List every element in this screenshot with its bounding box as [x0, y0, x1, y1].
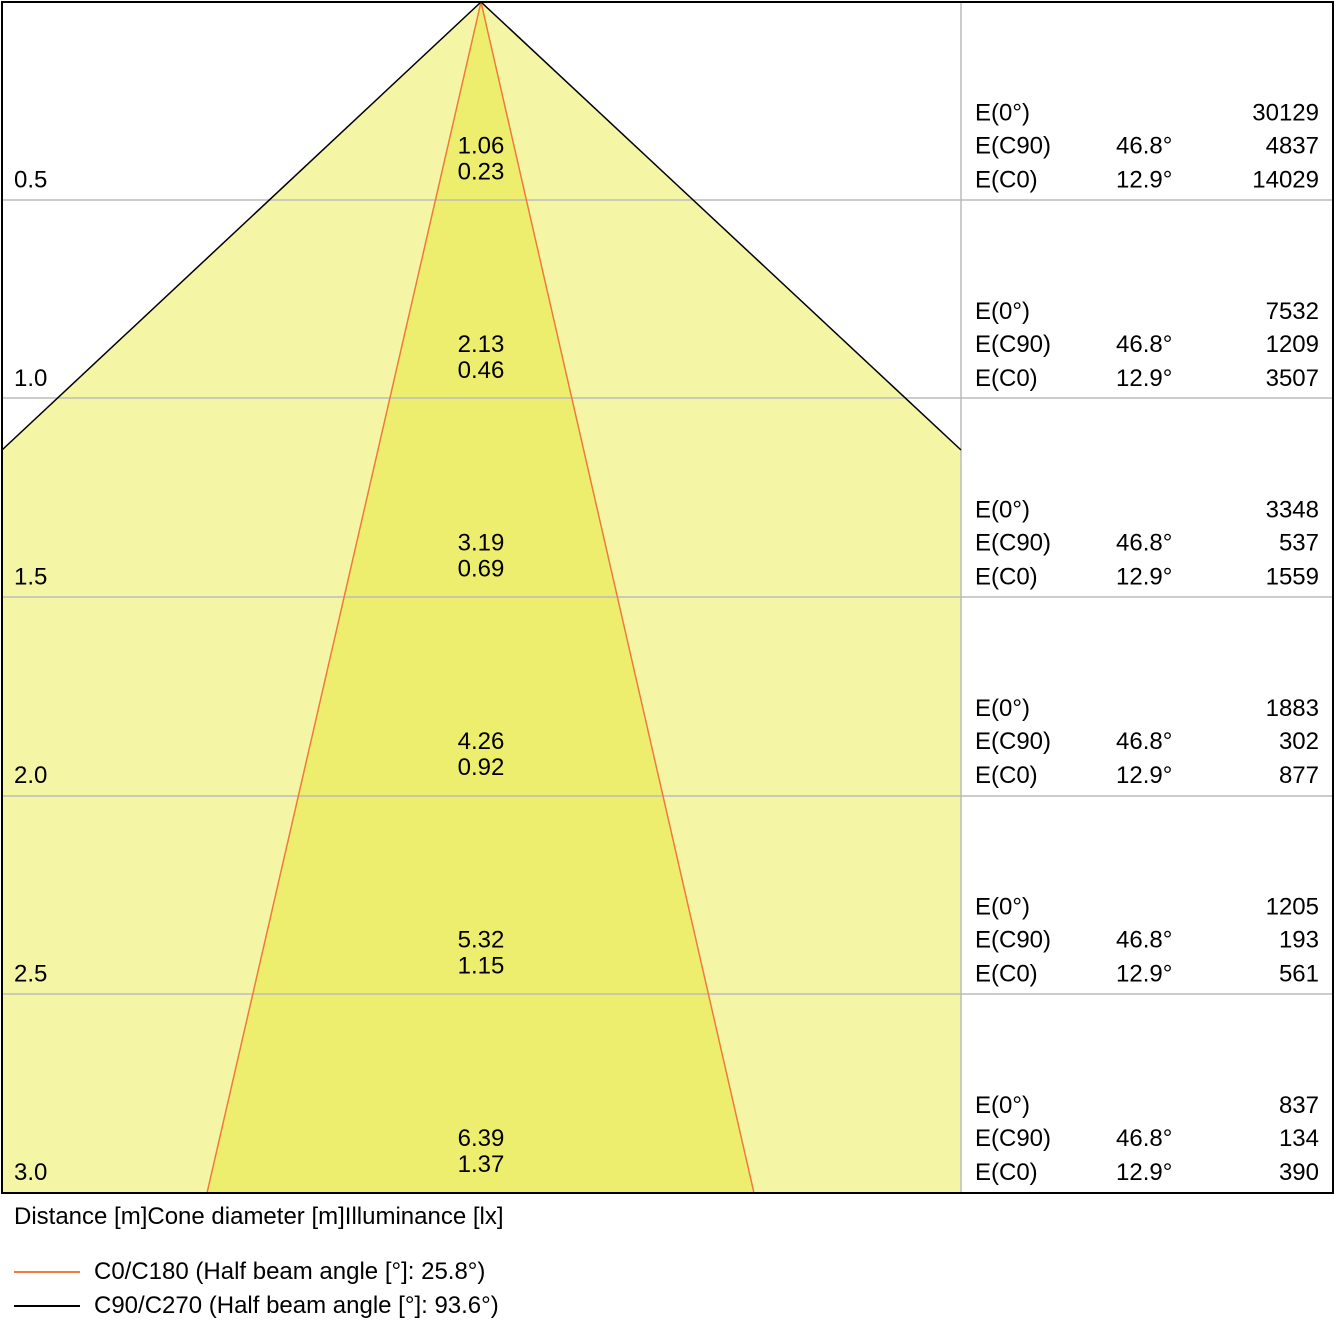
e-c0-illuminance-value: 1559 [1266, 564, 1319, 591]
e-c90-label: E(C90) [975, 133, 1051, 160]
e0-illuminance-value: 1205 [1266, 894, 1319, 921]
e0-illuminance-value: 837 [1279, 1092, 1319, 1119]
e0-illuminance-value: 3348 [1266, 497, 1319, 524]
distance-label: 0.5 [14, 167, 47, 194]
c90-angle: 46.8° [1116, 530, 1172, 557]
c90-cone-diameter: 4.26 [458, 728, 505, 755]
c90-angle: 46.8° [1116, 927, 1172, 954]
c0-cone-diameter: 1.37 [458, 1151, 505, 1178]
legend-c90-label: C90/C270 (Half beam angle [°]: 93.6°) [94, 1292, 499, 1319]
c0-angle: 12.9° [1116, 564, 1172, 591]
legend-c90-line [14, 1305, 80, 1307]
e-c90-illuminance-value: 134 [1279, 1125, 1319, 1152]
c0-angle: 12.9° [1116, 1159, 1172, 1186]
e0-illuminance-value: 30129 [1252, 100, 1319, 127]
c90-cone-diameter: 6.39 [458, 1125, 505, 1152]
legend-c0-line [14, 1271, 80, 1273]
c90-right-edge-line [480, 1, 962, 451]
legend-c90: C90/C270 (Half beam angle [°]: 93.6°) [14, 1291, 499, 1321]
e-c90-label: E(C90) [975, 728, 1051, 755]
e0-label: E(0°) [975, 695, 1030, 722]
c0-cone-diameter: 0.46 [458, 357, 505, 384]
c0-angle: 12.9° [1116, 365, 1172, 392]
legend-c0-label: C0/C180 (Half beam angle [°]: 25.8°) [94, 1258, 486, 1285]
distance-label: 1.0 [14, 365, 47, 392]
c90-left-edge-line [1, 1, 482, 451]
e-c0-label: E(C0) [975, 1159, 1038, 1186]
c0-left-edge-line [206, 1, 482, 1194]
c0-right-edge-line [480, 1, 755, 1194]
e-c90-label: E(C90) [975, 927, 1051, 954]
c90-cone-diameter: 1.06 [458, 133, 505, 160]
e-c90-label: E(C90) [975, 1125, 1051, 1152]
c90-angle: 46.8° [1116, 133, 1172, 160]
c0-cone-diameter: 0.23 [458, 159, 505, 186]
e0-illuminance-value: 1883 [1266, 695, 1319, 722]
e-c90-label: E(C90) [975, 530, 1051, 557]
e0-label: E(0°) [975, 894, 1030, 921]
e0-illuminance-value: 7532 [1266, 298, 1319, 325]
e-c90-illuminance-value: 1209 [1266, 331, 1319, 358]
e0-label: E(0°) [975, 1092, 1030, 1119]
e-c0-label: E(C0) [975, 564, 1038, 591]
distance-label: 2.5 [14, 961, 47, 988]
e-c0-illuminance-value: 561 [1279, 961, 1319, 988]
distance-label: 1.5 [14, 564, 47, 591]
c0-angle: 12.9° [1116, 167, 1172, 194]
c90-cone-diameter: 3.19 [458, 530, 505, 557]
c0-angle: 12.9° [1116, 961, 1172, 988]
e-c0-illuminance-value: 14029 [1252, 167, 1319, 194]
c0-cone-diameter: 1.15 [458, 953, 505, 980]
e0-label: E(0°) [975, 100, 1030, 127]
e-c0-label: E(C0) [975, 961, 1038, 988]
c90-angle: 46.8° [1116, 331, 1172, 358]
axis-description: Distance [m]Cone diameter [m]Illuminance… [14, 1203, 504, 1230]
distance-label: 3.0 [14, 1159, 47, 1186]
e-c0-label: E(C0) [975, 762, 1038, 789]
distance-grid-lines [2, 2, 1333, 1193]
c0-cone-diameter: 0.92 [458, 754, 505, 781]
e-c90-illuminance-value: 537 [1279, 530, 1319, 557]
c90-angle: 46.8° [1116, 728, 1172, 755]
e-c0-illuminance-value: 390 [1279, 1159, 1319, 1186]
beam-cone-diagram: 0.5 1.060.23 E(0°) E(C90) E(C0) 46.8° 12.9° 301… [1, 1, 1334, 1194]
e-c0-illuminance-value: 877 [1279, 762, 1319, 789]
e0-label: E(0°) [975, 497, 1030, 524]
e-c90-label: E(C90) [975, 331, 1051, 358]
e-c90-illuminance-value: 302 [1279, 728, 1319, 755]
e-c0-illuminance-value: 3507 [1266, 365, 1319, 392]
c0-cone-diameter: 0.69 [458, 556, 505, 583]
c90-angle: 46.8° [1116, 1125, 1172, 1152]
e0-label: E(0°) [975, 298, 1030, 325]
e-c90-illuminance-value: 4837 [1266, 133, 1319, 160]
c90-cone-diameter: 2.13 [458, 331, 505, 358]
diagram-frame [1, 1, 1334, 1194]
e-c0-label: E(C0) [975, 365, 1038, 392]
e-c90-illuminance-value: 193 [1279, 927, 1319, 954]
e-c0-label: E(C0) [975, 167, 1038, 194]
c90-cone-diameter: 5.32 [458, 927, 505, 954]
distance-label: 2.0 [14, 762, 47, 789]
legend-c0: C0/C180 (Half beam angle [°]: 25.8°) [14, 1257, 485, 1287]
c0-angle: 12.9° [1116, 762, 1172, 789]
